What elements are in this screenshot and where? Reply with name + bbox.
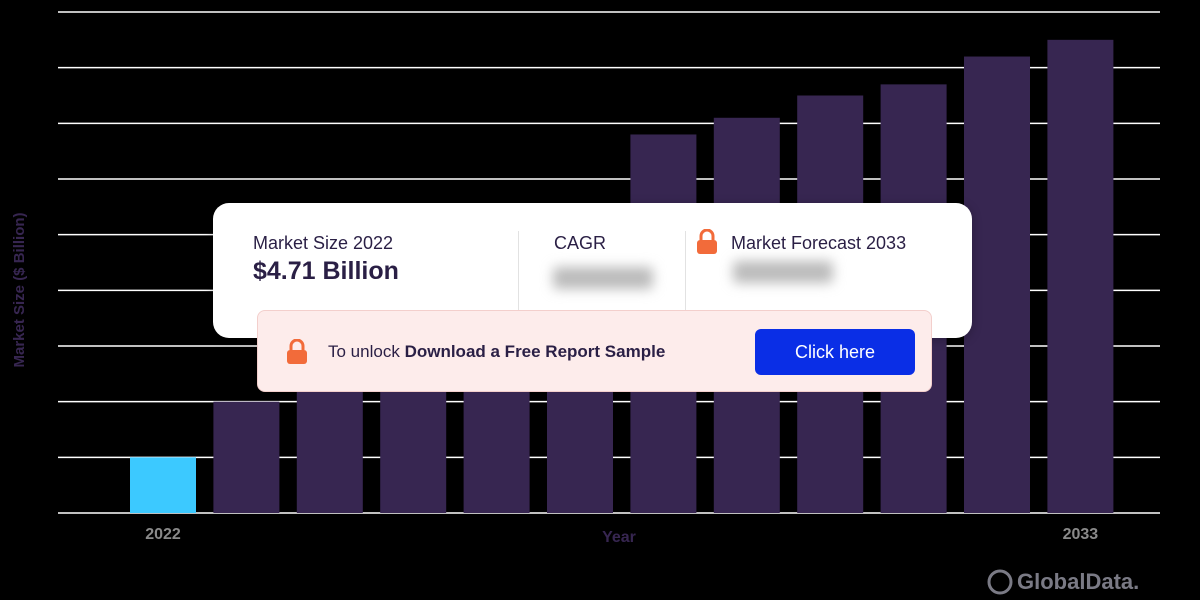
bar (213, 401, 280, 513)
bar (964, 56, 1030, 514)
logo: GlobalData. (987, 569, 1139, 595)
blurred-value (553, 267, 653, 289)
separator (518, 231, 519, 311)
x-tick-label: 2033 (1063, 526, 1099, 543)
separator (685, 231, 686, 311)
logo-text: GlobalData. (1017, 569, 1139, 594)
size-value: $4.71 Billion (253, 257, 399, 285)
unlock-text: To unlock Download a Free Report Sample (328, 342, 665, 362)
click-here-button[interactable]: Click here (755, 329, 915, 375)
unlock-banner: To unlock Download a Free Report Sample … (257, 310, 932, 392)
y-axis-label: Market Size ($ Billion) (11, 212, 28, 367)
x-tick-label: 2022 (145, 526, 181, 543)
size-label: Market Size 2022 (253, 233, 394, 253)
lock-icon (697, 229, 717, 254)
x-axis-label: Year (602, 529, 636, 546)
bar (1047, 39, 1114, 513)
forecast-label: Market Forecast 2033 (731, 233, 907, 253)
cagr-label: CAGR (554, 233, 607, 253)
unlock-link-text: Download a Free Report Sample (404, 342, 666, 361)
blurred-value (733, 261, 833, 283)
bar (130, 457, 196, 513)
lock-icon (287, 339, 307, 364)
logo-icon (987, 569, 1013, 595)
unlock-prefix: To unlock (328, 342, 400, 361)
